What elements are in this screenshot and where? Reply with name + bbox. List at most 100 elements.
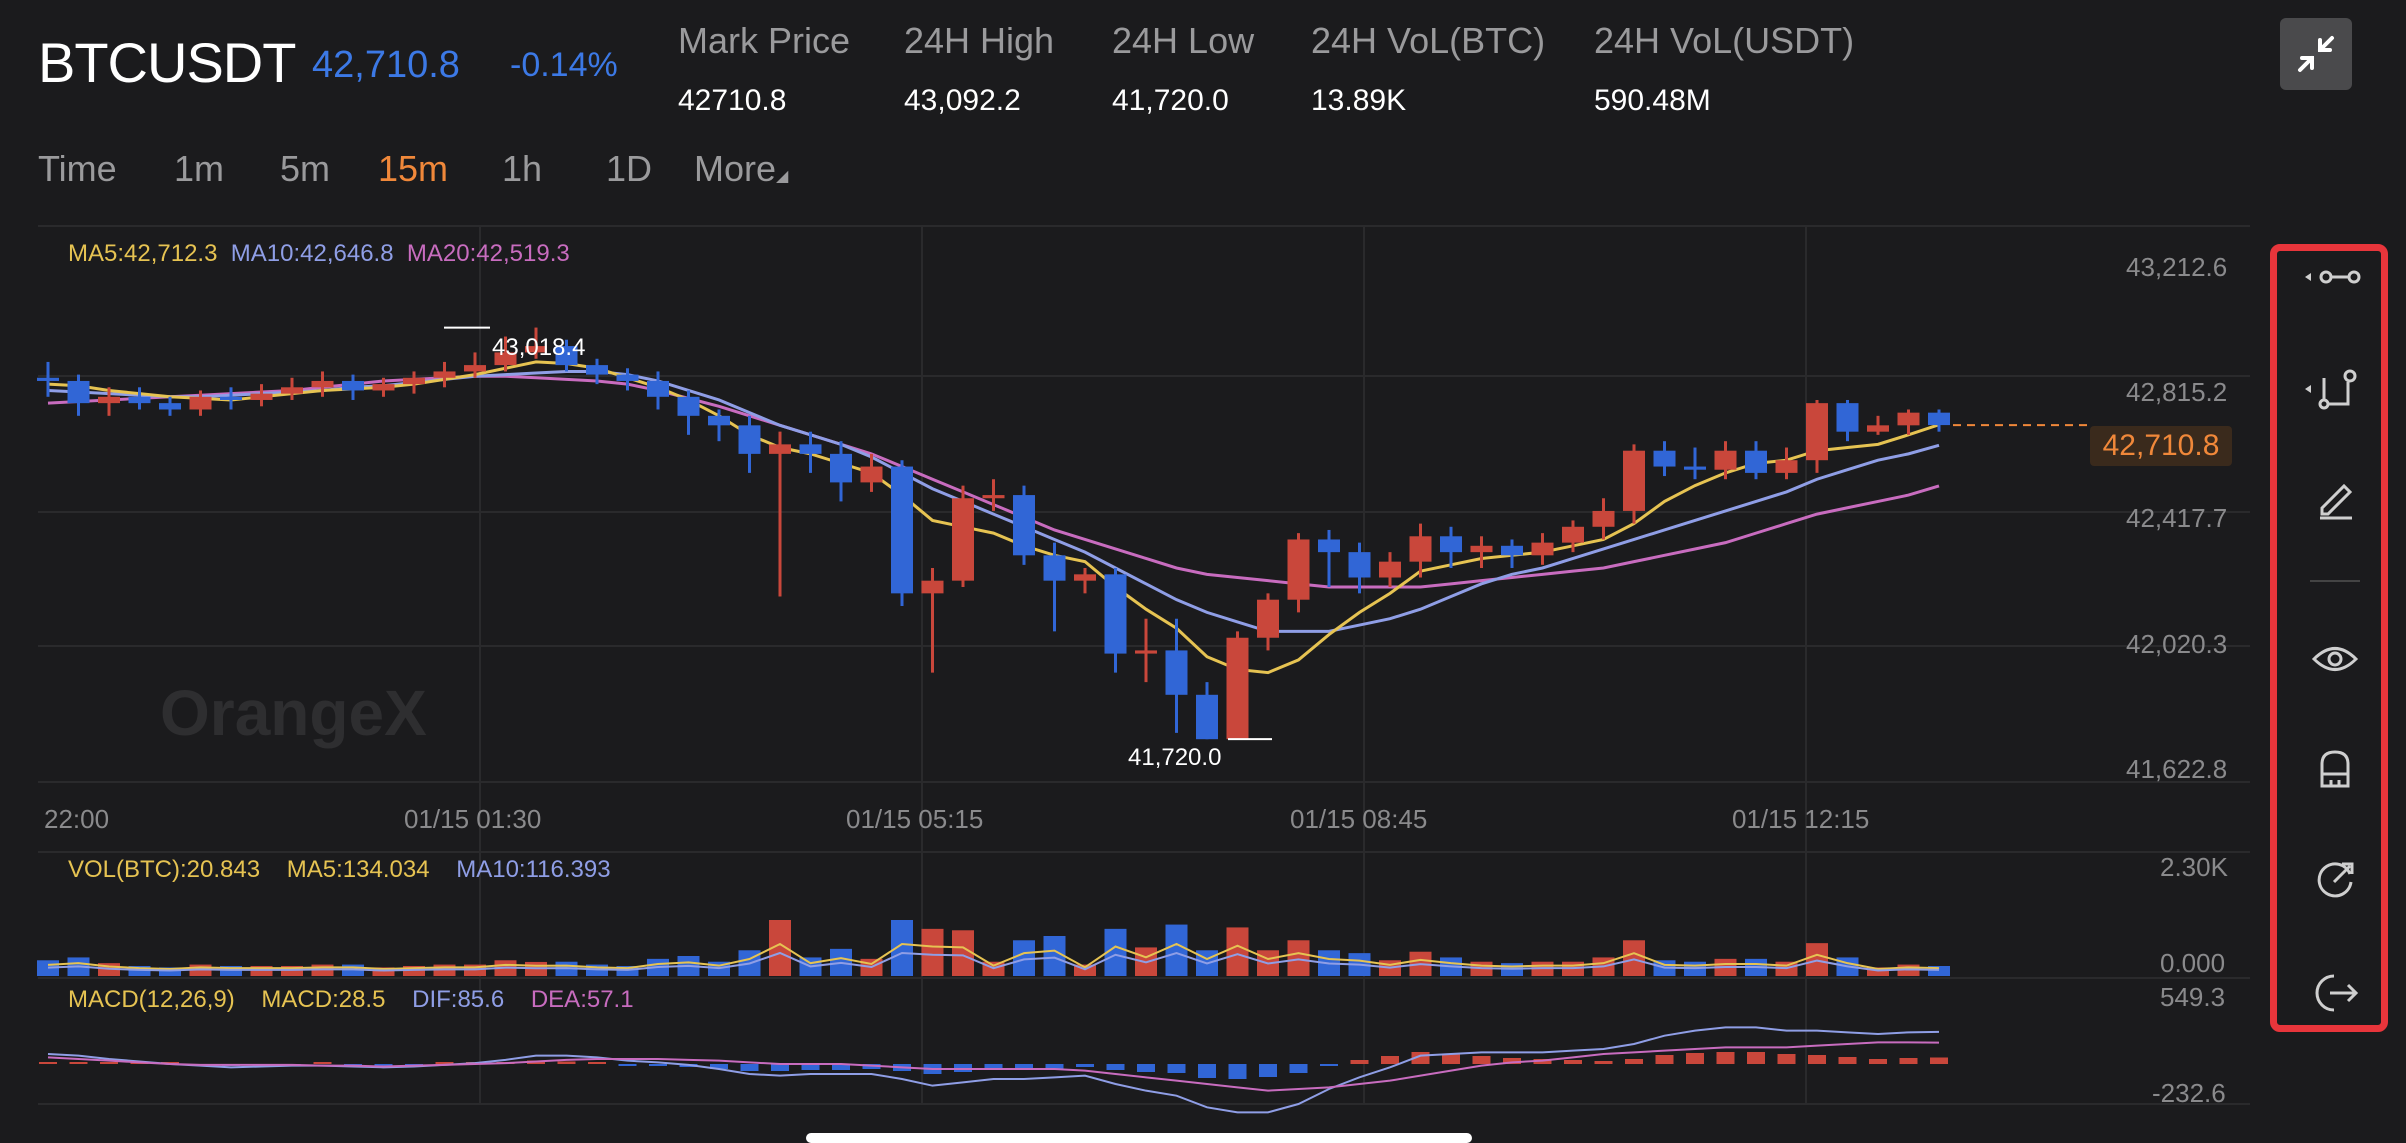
visibility-button[interactable] [2300,624,2370,694]
magnet-button[interactable] [2300,734,2370,804]
candle-body [1135,650,1157,654]
candles [37,327,1950,740]
tab-time[interactable]: Time [38,148,117,189]
high-marker: 43,018.4 [492,334,586,361]
watermark-logo: OrangeX [160,677,427,749]
price-tick: 41,622.8 [2126,754,2228,784]
macd-bar [1625,1059,1643,1064]
candle-body [1928,412,1950,426]
exit-fullscreen-button[interactable] [2280,18,2352,90]
candle-body [1653,450,1676,467]
home-indicator [806,1133,1472,1143]
macd-bar [557,1061,576,1064]
volume-bar [1043,936,1066,976]
macd-bar [1777,1054,1796,1064]
volume-bar [616,966,639,976]
macd-axis-min: -232.6 [2152,1078,2226,1108]
tab-more[interactable]: More◢ [694,148,788,190]
tab-1d[interactable]: 1D [606,148,653,189]
macd-bar [1320,1064,1338,1066]
macd-bar [1503,1058,1521,1064]
volume-bar [403,966,425,976]
macd-bar [1137,1064,1155,1072]
vol-text: VOL(BTC):20.843 [68,856,261,883]
reset-button[interactable] [2300,844,2370,914]
macd-bar [1289,1064,1308,1073]
candle-body [708,415,730,426]
macd-bar [1930,1057,1948,1064]
tab-15m[interactable]: 15m [378,148,449,189]
collapse-icon [2298,36,2334,72]
macd-bar [1869,1059,1887,1064]
shape-tool-button[interactable] [2300,354,2370,424]
candle-body [555,346,578,366]
eye-icon [2311,647,2359,671]
volume-bar [1287,940,1310,976]
dif-text: DIF:85.6 [412,986,505,1013]
volume-bar [1867,967,1889,976]
volume-bar [769,920,791,976]
volume-bar [921,928,944,976]
candle-body [982,495,1005,499]
current-price-tag: 42,710.8 [2090,426,2232,466]
candle-body [799,444,822,454]
ma20-text: MA20:42,519.3 [406,240,570,267]
candle-body [860,466,883,483]
candle-body [67,380,90,404]
macd-legend: MACD(12,26,9) MACD:28.5 DIF:85.6 DEA:57.… [68,986,634,1014]
tab-1h[interactable]: 1h [502,148,543,189]
exit-drawing-button[interactable] [2300,958,2370,1028]
candle-body [1684,466,1706,470]
line-tool-icon [2305,270,2361,284]
candle-body [952,498,974,581]
macd-params-text: MACD(12,26,9) [68,986,235,1013]
volume-bar [372,967,395,976]
macd-bar [1716,1052,1735,1064]
macd-bar [801,1064,820,1070]
macd-bar [832,1064,850,1070]
tab-1m[interactable]: 1m [174,148,225,189]
tab-5m[interactable]: 5m [280,148,331,189]
candle-body [1318,539,1340,553]
candle-body [921,580,944,594]
candle-body [37,377,59,381]
symbol-title: BTCUSDT [38,31,296,94]
candle-body [250,393,273,400]
macd-bar [1076,1064,1094,1067]
candle-body [433,371,456,378]
candle-body [1226,637,1249,740]
candle-body [1745,450,1767,473]
candle-body [1440,536,1462,553]
candle-body [220,396,242,400]
volume-bar [1226,927,1249,976]
macd-bar [1838,1057,1857,1064]
candle-body [616,374,639,381]
candle-body [647,380,669,397]
candle-body [1013,495,1035,556]
macd-bar [435,1062,454,1064]
candle-body [1775,460,1798,473]
candle-body [98,396,120,404]
macd-bar [1167,1064,1186,1073]
macd-bar [374,1064,393,1066]
shape-tool-icon [2305,369,2357,410]
pencil-icon [2320,483,2353,520]
macd-bar [1899,1058,1918,1064]
dea-text: DEA:57.1 [530,986,634,1013]
macd-bar [1381,1056,1399,1064]
macd-bar [1655,1055,1674,1064]
line-tool-button[interactable] [2300,242,2370,312]
macd-bar [1015,1064,1033,1070]
candle-body [494,352,517,366]
candle-body [1836,403,1859,432]
pencil-button[interactable] [2300,462,2370,532]
volume-bar [1165,924,1188,976]
vol-ma10-line [47,951,1940,972]
price-tick: 42,020.3 [2126,629,2228,659]
volume-bar [1623,940,1645,976]
macd-bar [1472,1056,1491,1064]
vol-ma10-text: MA10:116.393 [456,856,611,883]
candle-body [1531,542,1554,556]
volume-bar [1928,966,1950,976]
